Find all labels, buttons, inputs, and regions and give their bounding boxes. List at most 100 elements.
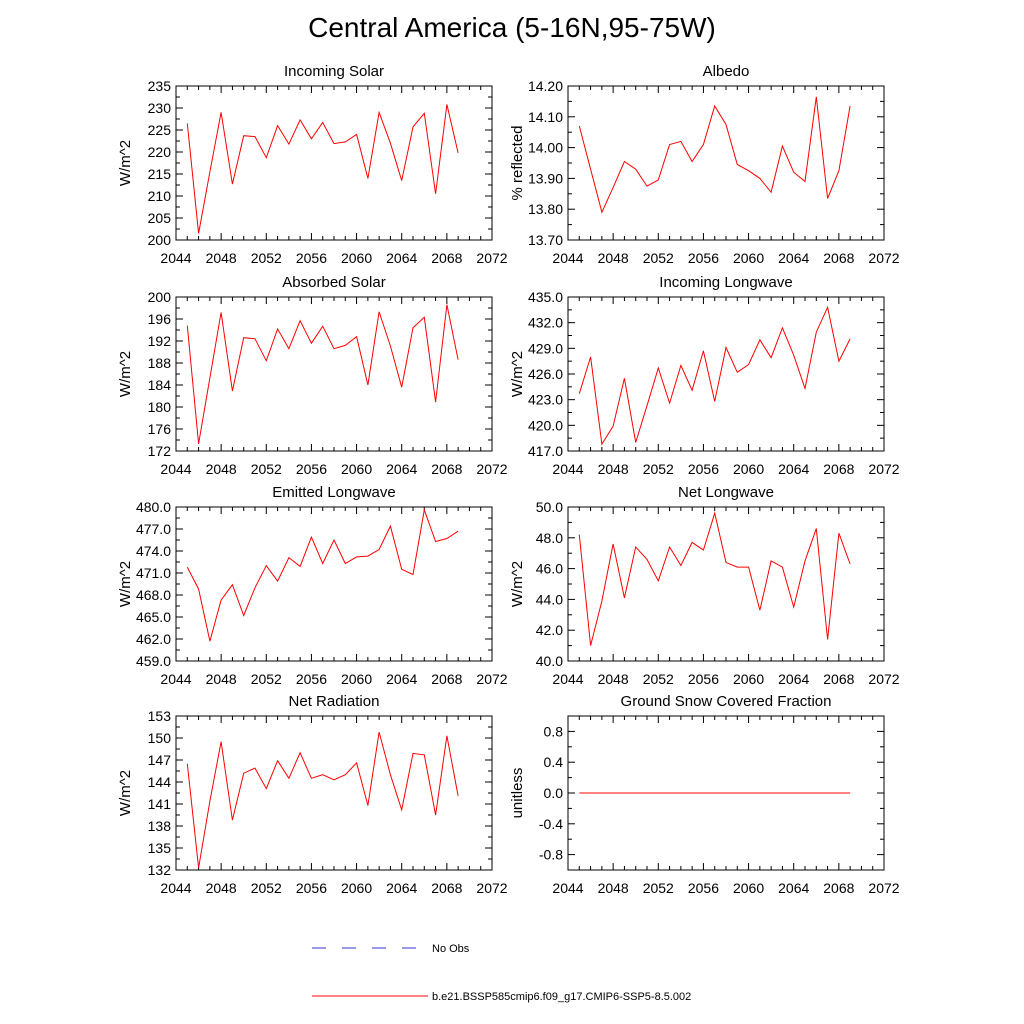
x-tick-label: 2068 [823,880,854,896]
y-tick-label: 46.0 [536,561,563,577]
y-axis-label: unitless [509,768,526,819]
y-tick-label: 184 [148,377,172,393]
y-tick-label: 42.0 [536,622,563,638]
y-tick-label: 147 [148,752,172,768]
chart-panel-8: Ground Snow Covered Fraction unitless 2044… [509,693,900,896]
y-tick-label: 200 [148,232,172,248]
y-axis-label: W/m^2 [117,140,134,186]
y-axis-label: W/m^2 [509,561,526,607]
legend: No Obs b.e21.BSSP585cmip6.f09_g17.CMIP6-S… [312,943,691,1003]
plot-frame [567,506,885,662]
x-tick-label: 2044 [160,461,191,477]
y-tick-label: 132 [148,862,172,878]
panel-title: Incoming Solar [284,63,384,80]
x-tick-label: 2072 [476,250,507,266]
x-tick-label: 2060 [341,880,372,896]
x-tick-label: 2044 [552,880,583,896]
x-tick-label: 2068 [823,461,854,477]
y-tick-label: 13.80 [528,201,563,217]
y-tick-label: 230 [148,100,172,116]
y-tick-label: 14.10 [528,109,563,125]
x-tick-label: 2060 [733,671,764,687]
x-tick-label: 2048 [598,880,629,896]
x-tick-label: 2060 [733,250,764,266]
y-tick-label: 465.0 [136,609,171,625]
x-tick-label: 2044 [160,671,191,687]
y-tick-label: 205 [148,210,172,226]
x-tick-label: 2068 [431,250,462,266]
x-tick-label: 2056 [296,250,327,266]
x-tick-label: 2068 [431,671,462,687]
y-tick-label: 210 [148,188,172,204]
x-tick-label: 2056 [296,880,327,896]
x-tick-label: 2072 [476,671,507,687]
x-tick-label: 2064 [778,880,809,896]
y-tick-label: 471.0 [136,565,171,581]
series-line [186,507,459,642]
y-tick-label: 235 [148,78,172,94]
x-tick-label: 2064 [778,250,809,266]
x-tick-label: 2072 [476,880,507,896]
y-tick-label: 176 [148,421,172,437]
x-tick-label: 2056 [296,671,327,687]
y-tick-label: 196 [148,311,172,327]
y-tick-label: 420.0 [528,417,563,433]
y-tick-label: 192 [148,333,172,349]
chart-panel-7: Net Radiation W/m^2 2044 2048 2052 2056 2060 20… [117,693,508,896]
y-tick-label: 220 [148,144,172,160]
x-tick-label: 2052 [643,250,674,266]
chart-panel-2: Albedo % reflected 2044 2048 2052 2056 2060 206… [509,63,900,266]
y-tick-label: 153 [148,708,172,724]
x-tick-label: 2064 [386,880,417,896]
plot-frame [175,296,493,452]
y-tick-label: 432.0 [528,315,563,331]
y-tick-label: 13.70 [528,232,563,248]
x-tick-label: 2056 [688,461,719,477]
x-tick-label: 2060 [341,671,372,687]
x-tick-label: 2072 [868,250,899,266]
x-tick-label: 2048 [598,671,629,687]
x-tick-label: 2072 [476,461,507,477]
x-tick-label: 2056 [296,461,327,477]
panel-title: Ground Snow Covered Fraction [621,693,832,710]
y-tick-label: 14.00 [528,140,563,156]
plot-frame [175,506,493,662]
x-tick-label: 2048 [598,250,629,266]
x-tick-label: 2044 [552,250,583,266]
x-tick-label: 2060 [341,461,372,477]
x-tick-label: 2064 [778,461,809,477]
series-line [186,731,459,868]
x-tick-label: 2056 [688,250,719,266]
plot-frame [175,85,493,241]
y-tick-label: 50.0 [536,499,563,515]
y-tick-label: 138 [148,818,172,834]
panel-title: Absorbed Solar [282,274,385,291]
x-tick-label: 2068 [823,250,854,266]
y-tick-label: 0.8 [544,723,564,739]
y-tick-label: 474.0 [136,543,171,559]
x-tick-label: 2052 [251,880,282,896]
x-tick-label: 2052 [251,671,282,687]
y-tick-label: 14.20 [528,78,563,94]
x-tick-label: 2048 [206,671,237,687]
y-tick-label: 459.0 [136,653,171,669]
y-tick-label: 200 [148,289,172,305]
y-axis-label: W/m^2 [117,770,134,816]
plot-frame [175,715,493,871]
panel-title: Incoming Longwave [659,274,792,291]
x-tick-label: 2052 [643,880,674,896]
chart-panel-4: Incoming Longwave W/m^2 2044 2048 2052 2056 20… [509,274,900,477]
y-tick-label: 40.0 [536,653,563,669]
y-tick-label: 417.0 [528,443,563,459]
y-tick-label: 423.0 [528,392,563,408]
chart-panel-5: Emitted Longwave W/m^2 2044 2048 2052 2056 206… [117,484,508,687]
y-tick-label: 180 [148,399,172,415]
y-tick-label: 172 [148,443,172,459]
y-tick-label: 144 [148,774,172,790]
series-line [186,104,459,234]
y-axis-label: W/m^2 [117,561,134,607]
x-tick-label: 2072 [868,880,899,896]
x-tick-label: 2060 [733,461,764,477]
y-tick-label: 468.0 [136,587,171,603]
